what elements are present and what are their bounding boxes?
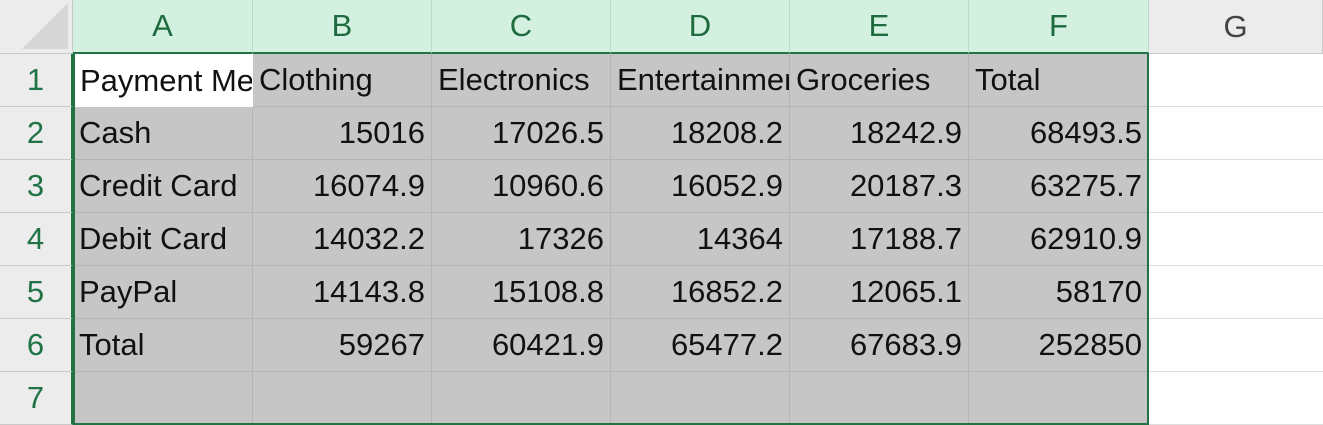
- cell-g1[interactable]: [1149, 54, 1323, 107]
- row-header-1[interactable]: 1: [0, 54, 73, 107]
- cell-f5[interactable]: 58170: [969, 266, 1149, 319]
- cell-a5[interactable]: PayPal: [73, 266, 253, 319]
- cell-g6[interactable]: [1149, 319, 1323, 372]
- cell-c2[interactable]: 17026.5: [432, 107, 611, 160]
- row-header-4[interactable]: 4: [0, 213, 73, 266]
- cell-f2[interactable]: 68493.5: [969, 107, 1149, 160]
- select-all-button[interactable]: [0, 0, 73, 54]
- cell-a1[interactable]: Payment Method: [73, 54, 253, 107]
- cell-c3[interactable]: 10960.6: [432, 160, 611, 213]
- select-all-triangle-icon: [22, 3, 68, 49]
- row-header-2[interactable]: 2: [0, 107, 73, 160]
- cell-b2[interactable]: 15016: [253, 107, 432, 160]
- cell-b6[interactable]: 59267: [253, 319, 432, 372]
- column-header-b[interactable]: B: [253, 0, 432, 54]
- cell-c1[interactable]: Electronics: [432, 54, 611, 107]
- cell-a3[interactable]: Credit Card: [73, 160, 253, 213]
- cell-f4[interactable]: 62910.9: [969, 213, 1149, 266]
- cell-e1[interactable]: Groceries: [790, 54, 969, 107]
- cell-e6[interactable]: 67683.9: [790, 319, 969, 372]
- cell-d7[interactable]: [611, 372, 790, 425]
- column-header-c[interactable]: C: [432, 0, 611, 54]
- cell-c5[interactable]: 15108.8: [432, 266, 611, 319]
- cell-a4[interactable]: Debit Card: [73, 213, 253, 266]
- cell-a2[interactable]: Cash: [73, 107, 253, 160]
- cell-f6[interactable]: 252850: [969, 319, 1149, 372]
- cell-b7[interactable]: [253, 372, 432, 425]
- cell-e7[interactable]: [790, 372, 969, 425]
- cell-e5[interactable]: 12065.1: [790, 266, 969, 319]
- column-header-g[interactable]: G: [1149, 0, 1323, 54]
- cell-d6[interactable]: 65477.2: [611, 319, 790, 372]
- cell-g3[interactable]: [1149, 160, 1323, 213]
- cell-e2[interactable]: 18242.9: [790, 107, 969, 160]
- cell-c6[interactable]: 60421.9: [432, 319, 611, 372]
- row-header-5[interactable]: 5: [0, 266, 73, 319]
- cell-b1[interactable]: Clothing: [253, 54, 432, 107]
- cell-e4[interactable]: 17188.7: [790, 213, 969, 266]
- column-header-d[interactable]: D: [611, 0, 790, 54]
- row-header-3[interactable]: 3: [0, 160, 73, 213]
- cell-b5[interactable]: 14143.8: [253, 266, 432, 319]
- cell-g5[interactable]: [1149, 266, 1323, 319]
- cell-f3[interactable]: 63275.7: [969, 160, 1149, 213]
- cell-g7[interactable]: [1149, 372, 1323, 425]
- cell-f1[interactable]: Total: [969, 54, 1149, 107]
- cell-a7[interactable]: [73, 372, 253, 425]
- cell-b3[interactable]: 16074.9: [253, 160, 432, 213]
- cell-d4[interactable]: 14364: [611, 213, 790, 266]
- cell-d1[interactable]: Entertainment: [611, 54, 790, 107]
- column-header-a[interactable]: A: [73, 0, 253, 54]
- cell-d3[interactable]: 16052.9: [611, 160, 790, 213]
- cell-c4[interactable]: 17326: [432, 213, 611, 266]
- cell-f7[interactable]: [969, 372, 1149, 425]
- column-header-f[interactable]: F: [969, 0, 1149, 54]
- cell-g2[interactable]: [1149, 107, 1323, 160]
- cell-d2[interactable]: 18208.2: [611, 107, 790, 160]
- cell-c7[interactable]: [432, 372, 611, 425]
- column-header-e[interactable]: E: [790, 0, 969, 54]
- cell-d5[interactable]: 16852.2: [611, 266, 790, 319]
- cell-b4[interactable]: 14032.2: [253, 213, 432, 266]
- cell-g4[interactable]: [1149, 213, 1323, 266]
- row-header-6[interactable]: 6: [0, 319, 73, 372]
- cell-e3[interactable]: 20187.3: [790, 160, 969, 213]
- row-header-7[interactable]: 7: [0, 372, 73, 425]
- cell-a6[interactable]: Total: [73, 319, 253, 372]
